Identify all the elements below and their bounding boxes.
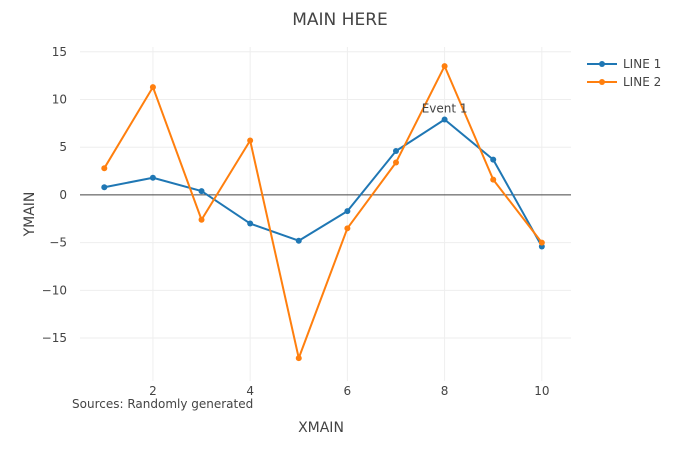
line-2-point bbox=[344, 225, 351, 232]
annotations: Event 1 bbox=[422, 102, 468, 116]
x-axis-ticks: 2 4 6 8 10 bbox=[149, 384, 549, 398]
line-1-point bbox=[101, 184, 108, 191]
legend: LINE 1 LINE 2 bbox=[587, 57, 661, 89]
y-tick-label: 0 bbox=[59, 188, 67, 202]
line-1-point bbox=[441, 116, 448, 123]
source-note: Sources: Randomly generated bbox=[72, 397, 253, 411]
x-tick-label: 10 bbox=[534, 384, 549, 398]
legend-marker-line-1 bbox=[599, 61, 605, 67]
line-2-point bbox=[392, 159, 399, 166]
x-tick-label: 6 bbox=[344, 384, 352, 398]
line-2-point bbox=[198, 216, 205, 223]
y-axis-ticks: 15 10 5 0 −5 −10 −15 bbox=[42, 45, 67, 345]
y-tick-label: 15 bbox=[52, 45, 67, 59]
line-2-point bbox=[538, 239, 545, 246]
line-2-point bbox=[295, 355, 302, 362]
line-2-point bbox=[490, 176, 497, 183]
y-tick-label: 5 bbox=[59, 140, 67, 154]
line-2-point bbox=[247, 137, 254, 144]
line-1-point bbox=[490, 156, 497, 163]
line-1-point bbox=[247, 220, 254, 227]
x-tick-label: 2 bbox=[149, 384, 157, 398]
x-axis-title: XMAIN bbox=[298, 420, 344, 436]
plot-series bbox=[101, 63, 545, 362]
line-2-point bbox=[441, 63, 448, 70]
y-axis-title: YMAIN bbox=[22, 192, 38, 238]
legend-label-line-1: LINE 1 bbox=[623, 57, 661, 71]
x-tick-label: 4 bbox=[246, 384, 254, 398]
y-tick-label: −5 bbox=[49, 236, 67, 250]
chart-title: MAIN HERE bbox=[292, 10, 388, 30]
x-tick-label: 8 bbox=[441, 384, 449, 398]
line-1-point bbox=[295, 237, 302, 244]
grid-lines bbox=[80, 47, 571, 381]
legend-label-line-2: LINE 2 bbox=[623, 75, 661, 89]
y-tick-label: −10 bbox=[42, 283, 67, 297]
line-1-point bbox=[344, 208, 351, 215]
line-2-line bbox=[103, 65, 543, 360]
line-2-point bbox=[101, 165, 108, 172]
line-2-point bbox=[149, 84, 156, 91]
line-1-point bbox=[149, 174, 156, 181]
line-1-line bbox=[104, 118, 543, 247]
y-tick-label: 10 bbox=[52, 92, 67, 106]
line-1-point bbox=[198, 188, 205, 195]
y-tick-label: −15 bbox=[42, 331, 67, 345]
annotation-label: Event 1 bbox=[422, 102, 468, 116]
line-1-point bbox=[392, 148, 399, 155]
legend-marker-line-2 bbox=[599, 79, 605, 85]
